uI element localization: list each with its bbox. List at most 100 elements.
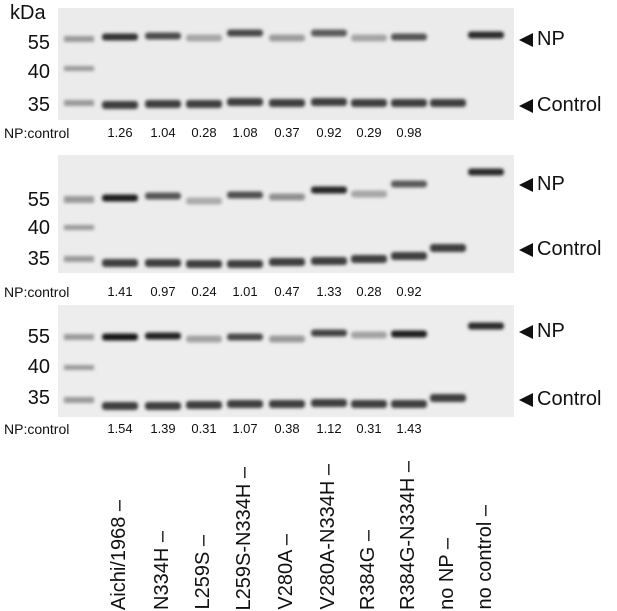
lane-label: Aichi/1968 – (100, 450, 140, 610)
arrow-left-icon (519, 324, 533, 339)
np-band (468, 31, 504, 39)
ratio-value: 0.92 (316, 125, 342, 140)
np-band (269, 335, 305, 343)
control-band (186, 100, 222, 108)
control-band (145, 259, 181, 267)
mw-35: 35 (27, 248, 50, 270)
lane-label: R384G-N334H – (389, 450, 429, 610)
control-band (391, 400, 427, 408)
ratio-value: 1.39 (150, 421, 176, 436)
lane-label-text: R384G – (357, 529, 379, 610)
np-band-label: NP (519, 173, 565, 196)
control-band (351, 99, 387, 107)
control-band (311, 399, 347, 407)
control-band (430, 394, 466, 402)
lane-label: V280A – (267, 450, 307, 610)
np-band (351, 34, 387, 42)
np-band (351, 190, 387, 198)
ratio-value: 0.92 (396, 284, 422, 299)
ratio-value: 1.43 (396, 421, 422, 436)
ratio-label: NP:control (4, 421, 70, 437)
np-band-label: NP (519, 320, 565, 343)
np-band (145, 32, 181, 40)
ratio-value: 0.31 (356, 421, 382, 436)
lane-label-text: R384G-N334H – (397, 461, 419, 610)
control-band (269, 99, 305, 107)
control-band (391, 252, 427, 260)
np-band (227, 191, 263, 199)
blot-panel-2 (58, 155, 514, 273)
arrow-left-icon (519, 242, 533, 257)
lane-label: V280A-N334H – (309, 450, 349, 610)
control-band (430, 244, 466, 252)
np-band (186, 335, 222, 343)
control-band-label: Control (519, 388, 601, 411)
control-band (351, 400, 387, 408)
control-band (269, 258, 305, 266)
np-band (468, 322, 504, 330)
control-band (311, 257, 347, 265)
mw-40: 40 (27, 356, 50, 378)
control-band (430, 99, 466, 107)
ratio-label: NP:control (4, 284, 70, 300)
np-band (391, 180, 427, 188)
arrow-left-icon (519, 177, 533, 192)
mw-40: 40 (27, 61, 50, 83)
ratio-value: 0.97 (150, 284, 176, 299)
np-band (468, 168, 504, 176)
mw-55: 55 (27, 32, 50, 54)
control-band (391, 99, 427, 107)
ratio-value: 1.07 (232, 421, 258, 436)
lane-label-text: L259S-N334H – (233, 466, 255, 610)
control-band (102, 259, 138, 267)
control-band (227, 98, 263, 106)
control-band-label: Control (519, 238, 601, 261)
ratio-value: 1.04 (150, 125, 176, 140)
control-band (102, 101, 138, 109)
ratio-value: 0.28 (356, 284, 382, 299)
ratio-value: 1.54 (107, 421, 133, 436)
np-band (102, 333, 138, 341)
ratio-value: 1.41 (107, 284, 133, 299)
np-band (102, 33, 138, 41)
np-band (145, 332, 181, 340)
np-band (186, 34, 222, 42)
lane-label: R384G – (349, 450, 389, 610)
arrow-left-icon (519, 392, 533, 407)
control-band (145, 402, 181, 410)
control-band (186, 401, 222, 409)
lane-label-text: N334H – (151, 531, 173, 610)
lane-label: L259S-N334H – (225, 450, 265, 610)
ratio-label: NP:control (4, 125, 70, 141)
bands (102, 29, 504, 410)
lane-label-text: V280A-N334H – (317, 464, 339, 610)
control-band (145, 100, 181, 108)
mw-35: 35 (27, 94, 50, 116)
ratio-value: 1.01 (232, 284, 258, 299)
ratio-value: 1.26 (107, 125, 133, 140)
np-band-label: NP (519, 28, 565, 51)
arrow-left-icon (519, 98, 533, 113)
ratio-value: 1.08 (232, 125, 258, 140)
lane-label-text: L259S – (192, 535, 214, 610)
arrow-left-icon (519, 32, 533, 47)
control-band (102, 402, 138, 410)
ladder (64, 36, 94, 403)
lane-label: L259S – (184, 450, 224, 610)
ratio-value: 0.28 (191, 125, 217, 140)
control-band (227, 400, 263, 408)
control-band (269, 400, 305, 408)
np-band (269, 193, 305, 201)
ratio-value: 1.12 (316, 421, 342, 436)
ratio-value: 0.98 (396, 125, 422, 140)
np-band (102, 194, 138, 202)
np-band (227, 29, 263, 37)
np-band (391, 330, 427, 338)
mw-55: 55 (27, 189, 50, 211)
lane-label: no NP – (428, 450, 468, 610)
lane-label: N334H – (143, 450, 183, 610)
control-band (227, 260, 263, 268)
units-label: kDa (10, 2, 46, 24)
mw-35: 35 (27, 387, 50, 409)
